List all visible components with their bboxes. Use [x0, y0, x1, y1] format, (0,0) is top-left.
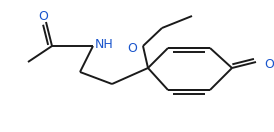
Text: NH: NH: [95, 37, 114, 51]
Text: O: O: [264, 58, 274, 70]
Text: O: O: [38, 10, 48, 22]
Text: O: O: [127, 41, 137, 55]
